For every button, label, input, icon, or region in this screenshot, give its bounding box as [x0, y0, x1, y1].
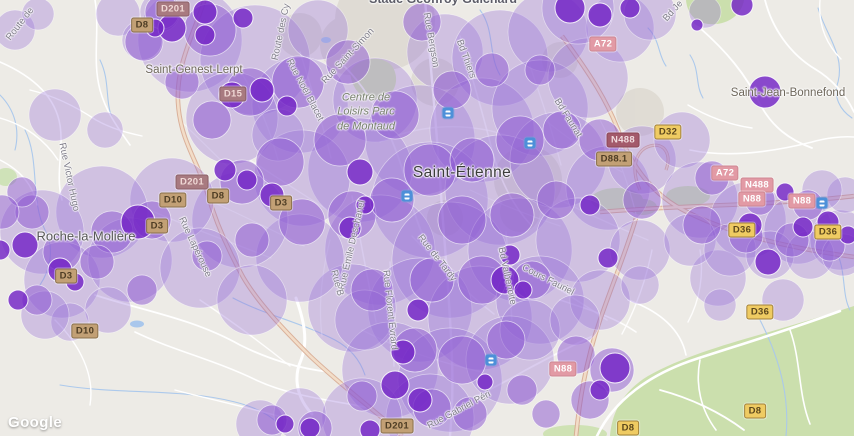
- street-label: Route de: [3, 5, 37, 43]
- streams: [0, 7, 853, 436]
- street-label: Rue Noël Blacet: [284, 57, 326, 123]
- town-label: Saint-Genest-Lerpt: [145, 64, 243, 76]
- road-shield-n488: N488: [606, 132, 640, 148]
- transit-station-icon[interactable]: [485, 354, 497, 366]
- road-shield-d201: D201: [156, 1, 190, 17]
- tram-glyph: [445, 110, 451, 116]
- road-shield-d36: D36: [814, 224, 842, 240]
- street-label: Rue Bergson: [420, 11, 442, 69]
- transit-station-icon[interactable]: [524, 137, 536, 149]
- city-label: Saint-Étienne: [412, 164, 512, 181]
- tram-glyph: [819, 200, 825, 206]
- road-shield-d8: D8: [207, 188, 229, 204]
- road-shield-d3: D3: [55, 268, 77, 284]
- road-shield-d3: D3: [270, 195, 292, 211]
- tram-glyph: [488, 357, 494, 363]
- street-label: Route des Cy: [269, 2, 293, 62]
- road-shield-d32: D32: [654, 124, 682, 140]
- town-label: Saint-Jean-Bonnefond: [730, 87, 846, 99]
- stadium-label: Stade Geoffroy Guichard: [369, 0, 517, 6]
- street-label: Rue Florent Evrard: [380, 269, 400, 351]
- road-shield-d201: D201: [380, 418, 414, 434]
- road-shield-d15: D15: [219, 86, 247, 102]
- street-label: Bd Fauriat: [551, 96, 585, 140]
- road-shield-d8: D8: [131, 17, 153, 33]
- road-shield-n488: N488: [740, 177, 774, 193]
- street-label: Rue Victor Hugo: [56, 141, 82, 213]
- road-shield-d8: D8: [744, 403, 766, 419]
- road-shield-d3: D3: [146, 218, 168, 234]
- street-label: Rue Lapérouse: [176, 215, 214, 279]
- tram-glyph: [404, 193, 410, 199]
- road-shield-n88: N88: [549, 361, 577, 377]
- town-label: Roche-la-Molière: [36, 228, 136, 244]
- street-label: Rue Saint-Simon: [319, 25, 377, 87]
- road-shield-d36: D36: [746, 304, 774, 320]
- transit-station-icon[interactable]: [442, 107, 454, 119]
- road-shield-d8: D8: [617, 420, 639, 436]
- road-shield-d88.1: D88.1: [596, 151, 632, 167]
- road-shield-d10: D10: [159, 192, 187, 208]
- road-shield-d10: D10: [71, 323, 99, 339]
- street-label: Rue Gabriel Péri: [425, 388, 493, 432]
- street-label: Bd Valbenoite: [495, 246, 519, 306]
- road-shield-d201: D201: [175, 174, 209, 190]
- street-label: Bd Thiers: [453, 38, 479, 80]
- park-label: Centre de Loisirs Parc de Montaud: [336, 91, 396, 133]
- road-shield-a72: A72: [589, 36, 617, 52]
- transit-station-icon[interactable]: [816, 197, 828, 209]
- tram-glyph: [527, 140, 533, 146]
- transit-station-icon[interactable]: [401, 190, 413, 202]
- google-logo: Google: [8, 414, 63, 431]
- road-shield-d36: D36: [728, 222, 756, 238]
- road-shield-a72: A72: [711, 165, 739, 181]
- street-label: Bd Je: [660, 0, 686, 24]
- road-shield-n88: N88: [788, 193, 816, 209]
- street-label: Rue de Tardy: [415, 232, 459, 284]
- road-shield-n88: N88: [738, 191, 766, 207]
- street-label: Cours Fauriel: [520, 262, 576, 298]
